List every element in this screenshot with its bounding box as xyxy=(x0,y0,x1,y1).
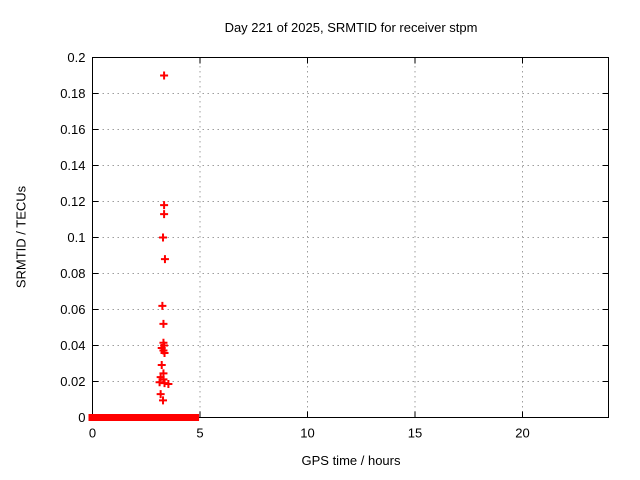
data-point xyxy=(160,201,169,210)
data-point xyxy=(159,319,168,328)
data-point xyxy=(160,349,169,358)
y-tick-label: 0.06 xyxy=(60,302,85,317)
data-point xyxy=(160,210,169,219)
y-tick-label: 0.16 xyxy=(60,122,85,137)
baseline-band xyxy=(88,414,165,421)
data-point xyxy=(164,380,173,389)
y-tick-label: 0.18 xyxy=(60,86,85,101)
data-point xyxy=(156,390,165,399)
plot-border xyxy=(92,57,609,418)
y-tick-label: 0.1 xyxy=(67,230,85,245)
baseline-band xyxy=(160,414,200,421)
x-tick-label: 15 xyxy=(408,426,422,441)
y-tick-label: 0.02 xyxy=(60,374,85,389)
x-tick-label: 0 xyxy=(89,426,96,441)
data-point xyxy=(159,396,168,405)
data-point xyxy=(157,360,166,369)
data-point xyxy=(159,233,168,242)
x-tick-label: 5 xyxy=(196,426,203,441)
y-tick-label: 0 xyxy=(78,410,85,425)
y-tick-label: 0.12 xyxy=(60,194,85,209)
y-tick-label: 0.04 xyxy=(60,338,85,353)
x-axis-title: GPS time / hours xyxy=(301,453,401,468)
x-tick-label: 10 xyxy=(300,426,314,441)
y-tick-label: 0.2 xyxy=(67,50,85,65)
data-point xyxy=(160,255,169,264)
y-tick-label: 0.14 xyxy=(60,158,85,173)
x-tick-label: 20 xyxy=(515,426,529,441)
data-point xyxy=(160,71,169,80)
y-tick-label: 0.08 xyxy=(60,266,85,281)
chart-title: Day 221 of 2025, SRMTID for receiver stp… xyxy=(224,20,478,35)
data-point xyxy=(158,301,167,310)
